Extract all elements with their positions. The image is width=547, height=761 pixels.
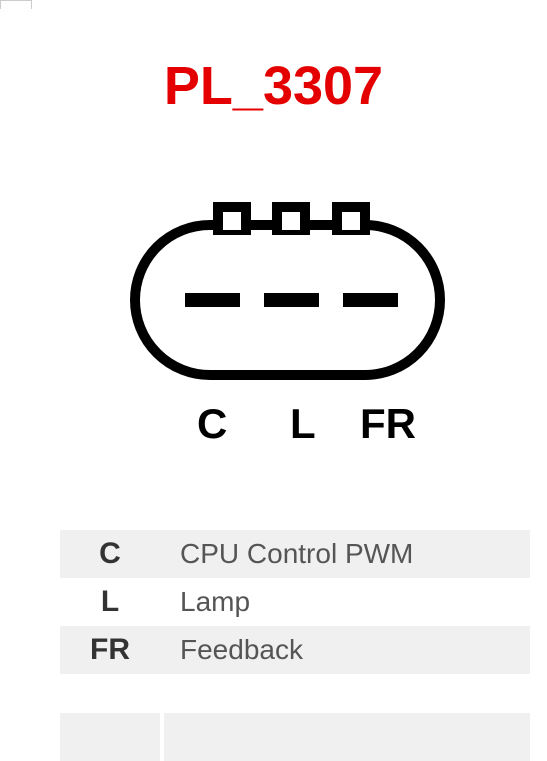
pin-code: L <box>60 585 160 619</box>
corner-tick <box>0 0 32 9</box>
pin-code: FR <box>60 633 160 667</box>
pin-desc: Feedback <box>160 634 530 666</box>
table-row: C CPU Control PWM <box>60 530 530 578</box>
pin-definition-table: C CPU Control PWM L Lamp FR Feedback <box>60 530 530 674</box>
pin-label-c: C <box>197 400 227 448</box>
pin-label-fr: FR <box>360 400 416 448</box>
footer-row <box>60 713 530 761</box>
pin-desc: CPU Control PWM <box>160 538 530 570</box>
connector-diagram <box>0 185 547 405</box>
pin-code: C <box>60 537 160 571</box>
pin-label-l: L <box>290 400 316 448</box>
table-row: L Lamp <box>60 578 530 626</box>
table-row: FR Feedback <box>60 626 530 674</box>
pin-desc: Lamp <box>160 586 530 618</box>
footer-desc-cell <box>164 713 530 761</box>
part-number-title: PL_3307 <box>0 55 547 117</box>
footer-code-cell <box>60 713 160 761</box>
